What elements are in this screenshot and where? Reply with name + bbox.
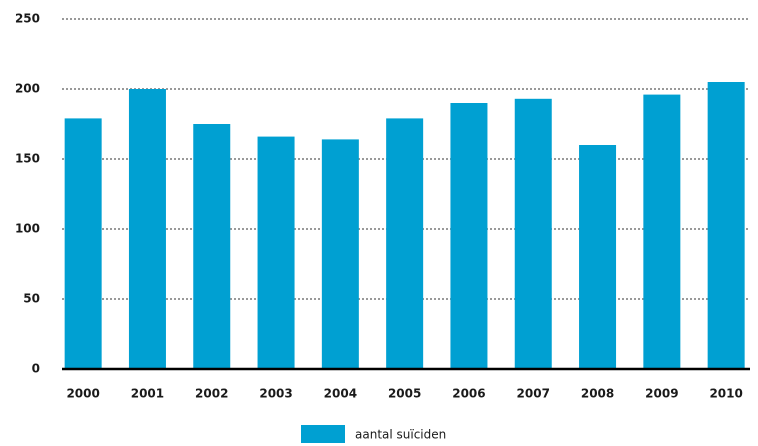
bar [579,145,617,369]
bar [450,103,488,369]
x-tick-label: 2003 [259,387,292,401]
y-tick-label: 0 [32,362,40,376]
bar [321,139,359,369]
legend-label: aantal suïciden [355,428,446,442]
x-tick-label: 2006 [452,387,485,401]
bar [128,89,166,369]
y-tick-label: 250 [15,12,40,26]
bar [64,118,102,370]
x-tick-label: 2002 [195,387,228,401]
legend-swatch [301,425,345,443]
bar [257,136,295,369]
x-tick-label: 2010 [709,387,742,401]
y-tick-label: 150 [15,152,40,166]
bar [707,82,745,369]
bar [643,94,681,369]
x-tick-label: 2009 [645,387,678,401]
y-tick-label: 50 [23,292,40,306]
x-tick-label: 2004 [324,387,357,401]
x-tick-label: 2008 [581,387,614,401]
bar [386,118,424,370]
x-tick-label: 2007 [517,387,550,401]
y-tick-label: 200 [15,82,40,96]
bar [193,124,231,369]
x-tick-label: 2005 [388,387,421,401]
x-tick-label: 2000 [66,387,99,401]
bar [514,98,552,370]
x-tick-label: 2001 [131,387,164,401]
y-tick-label: 100 [15,222,40,236]
